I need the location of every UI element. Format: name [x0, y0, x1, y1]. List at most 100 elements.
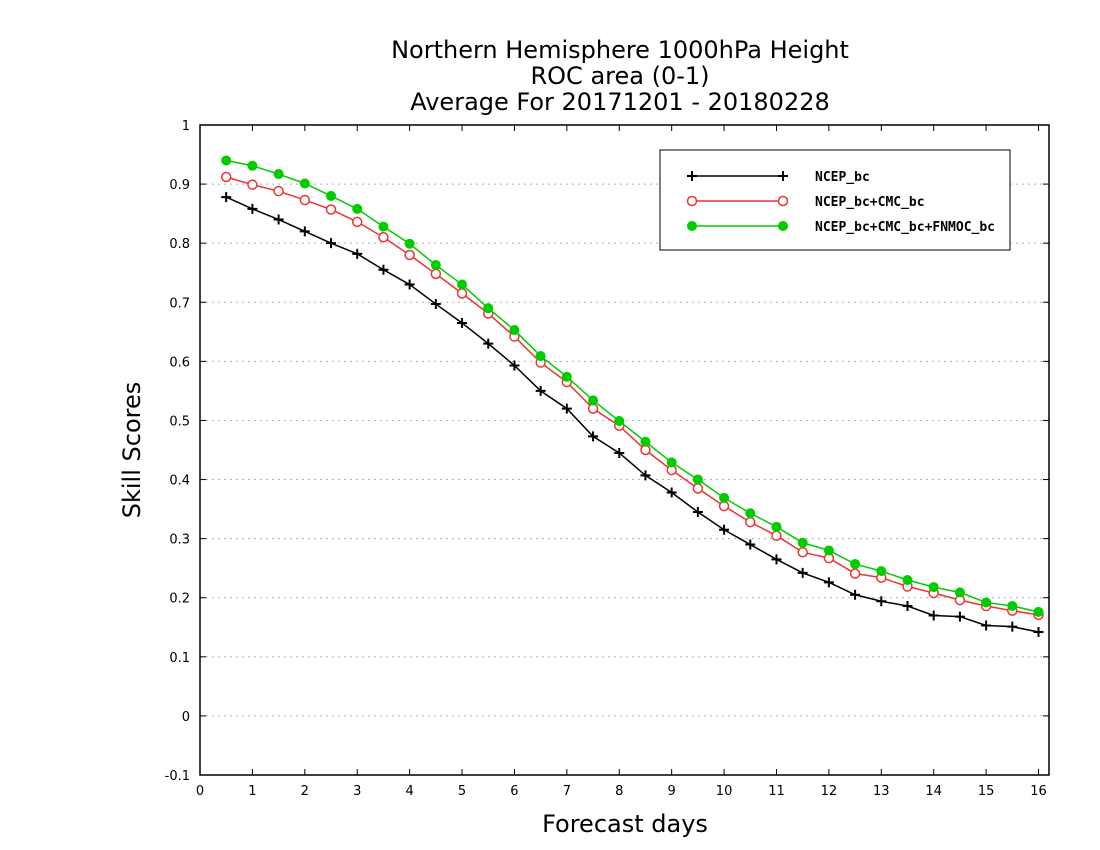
- y-tick-label: 0.5: [169, 414, 190, 429]
- data-point: [483, 338, 494, 349]
- data-point: [561, 403, 572, 414]
- data-point: [1033, 627, 1044, 637]
- data-point: [483, 303, 494, 314]
- x-tick-label: 12: [821, 784, 838, 799]
- data-point: [378, 232, 389, 243]
- data-point: [719, 524, 730, 535]
- data-point: [404, 249, 415, 261]
- data-point: [797, 537, 808, 548]
- x-tick-label: 15: [978, 784, 995, 799]
- data-point: [325, 204, 337, 215]
- data-point: [430, 260, 441, 271]
- x-tick-label: 4: [405, 784, 413, 799]
- x-tick-label: 0: [196, 784, 204, 799]
- series-NCEP_bc: [221, 192, 1044, 637]
- y-tick-label: -0.1: [165, 769, 190, 784]
- y-tick-label: 0.2: [169, 592, 190, 607]
- x-tick-label: 16: [1030, 784, 1047, 799]
- data-point: [745, 508, 756, 519]
- legend-entry: NCEP_bc+CMC_bc+FNMOC_bc: [687, 220, 995, 235]
- data-point: [640, 470, 651, 481]
- data-point: [823, 577, 834, 588]
- x-tick-label: 10: [716, 784, 733, 799]
- data-point: [456, 288, 468, 299]
- y-tick-label: 0.3: [169, 533, 190, 548]
- data-point: [686, 195, 698, 207]
- data-point: [778, 171, 788, 181]
- data-point: [771, 554, 782, 565]
- data-point: [719, 492, 730, 503]
- legend-label: NCEP_bc+CMC_bc: [815, 195, 925, 210]
- x-tick-label: 8: [615, 784, 623, 799]
- data-point: [1007, 621, 1018, 632]
- data-point: [247, 160, 258, 171]
- legend-label: NCEP_bc+CMC_bc+FNMOC_bc: [815, 220, 995, 235]
- y-tick-label: 0.1: [169, 651, 190, 666]
- data-point: [1007, 601, 1018, 611]
- x-tick-label: 5: [458, 784, 466, 799]
- data-point: [299, 226, 310, 237]
- data-point: [614, 416, 625, 427]
- data-point: [797, 567, 808, 578]
- data-point: [849, 568, 861, 579]
- y-tick-label: 0.8: [169, 237, 190, 252]
- x-tick-label: 2: [301, 784, 309, 799]
- data-point: [535, 351, 546, 362]
- data-point: [666, 457, 677, 468]
- y-tick-label: 0.9: [169, 178, 190, 193]
- data-point: [535, 385, 546, 396]
- data-point: [981, 620, 992, 631]
- data-point: [221, 155, 232, 166]
- x-tick-label: 14: [925, 784, 942, 799]
- x-tick-label: 6: [510, 784, 518, 799]
- data-point: [850, 589, 861, 600]
- series-layer: [220, 155, 1044, 637]
- legend-entry: NCEP_bc: [687, 170, 870, 185]
- chart-title: Northern Hemisphere 1000hPa Height ROC a…: [391, 36, 849, 116]
- data-point: [823, 545, 834, 556]
- data-point: [378, 264, 389, 275]
- data-point: [273, 169, 284, 180]
- data-point: [745, 539, 756, 550]
- data-point: [797, 546, 808, 558]
- legend-entries: NCEP_bc NCEP_bc+CMC_bc NCEP_bc+CMC_bc+FNMO…: [686, 170, 995, 235]
- data-point: [273, 185, 284, 197]
- data-point: [588, 431, 599, 442]
- data-point: [778, 221, 788, 231]
- x-tick-label: 7: [563, 784, 571, 799]
- legend-entry: NCEP_bc+CMC_bc: [686, 195, 925, 210]
- data-point: [777, 195, 789, 207]
- data-point: [247, 179, 258, 190]
- data-point: [273, 214, 284, 225]
- data-point: [640, 436, 651, 447]
- data-point: [430, 299, 441, 310]
- data-point: [692, 507, 703, 518]
- data-point: [666, 487, 677, 498]
- data-point: [981, 597, 992, 608]
- series-NCEP_bc+CMC_bc+FNMOC_bc: [221, 155, 1044, 617]
- data-point: [509, 325, 520, 336]
- data-point: [299, 194, 311, 206]
- data-point: [352, 248, 363, 259]
- data-point: [876, 596, 887, 607]
- title-line-3: Average For 20171201 - 20180228: [410, 88, 830, 116]
- data-point: [687, 221, 697, 231]
- grid-lines: [200, 183, 1049, 717]
- x-tick-label: 13: [873, 784, 890, 799]
- data-point: [771, 521, 782, 532]
- title-line-2: ROC area (0-1): [530, 62, 709, 90]
- data-point: [457, 317, 468, 328]
- legend-label: NCEP_bc: [815, 170, 870, 185]
- data-point: [457, 279, 468, 290]
- data-point: [326, 238, 337, 249]
- data-point: [876, 566, 887, 577]
- data-point: [771, 530, 782, 541]
- data-point: [404, 238, 415, 249]
- data-point: [404, 279, 415, 290]
- data-point: [220, 171, 232, 183]
- data-point: [928, 582, 939, 593]
- x-axis-label: Forecast days: [542, 810, 708, 838]
- y-tick-label: 0.4: [169, 474, 190, 489]
- data-point: [902, 601, 913, 611]
